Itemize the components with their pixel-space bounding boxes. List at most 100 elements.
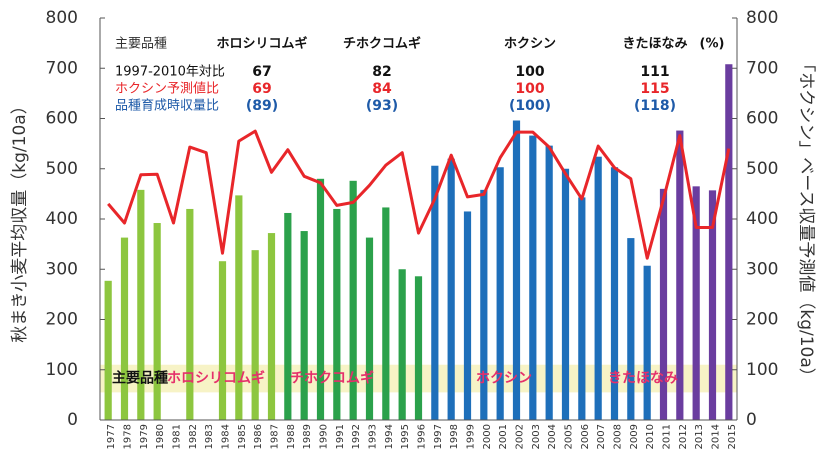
x-tick-label: 2012: [678, 424, 689, 449]
table-value: 82: [372, 64, 391, 80]
y2-tick-label: 700: [746, 58, 778, 78]
x-tick-label: 1977: [106, 424, 117, 449]
band-label: チホクコムギ: [290, 370, 374, 387]
bar: [676, 130, 684, 420]
bar: [153, 223, 161, 420]
table-header: (%): [700, 37, 725, 52]
bar: [643, 265, 651, 420]
bar: [316, 178, 325, 420]
bar: [104, 280, 112, 420]
y2-tick-label: 200: [746, 310, 778, 330]
table-value: 67: [252, 64, 271, 80]
bar: [447, 158, 455, 420]
y-tick-label: 200: [46, 310, 78, 330]
x-tick-label: 1990: [319, 424, 330, 449]
table-value: (89): [246, 98, 278, 114]
bar: [480, 189, 488, 420]
line: [107, 129, 731, 260]
band-label: きたほなみ: [608, 371, 678, 387]
bar: [659, 188, 668, 420]
x-tick-label: 2007: [596, 424, 607, 449]
y-tick-label: 0: [67, 410, 78, 430]
x-tick-label: 2015: [727, 424, 738, 449]
table-header-label: 主要品種: [115, 36, 167, 52]
x-tick-label: 1981: [172, 424, 183, 449]
bar: [365, 237, 374, 420]
bar: [529, 135, 537, 420]
bar: [414, 276, 423, 420]
bar: [545, 145, 553, 420]
y2-tick-label: 100: [746, 360, 778, 380]
bar: [137, 189, 145, 420]
x-tick-label: 1995: [400, 424, 411, 449]
bar: [463, 211, 472, 420]
x-tick-label: 2008: [613, 424, 624, 449]
x-tick-label: 1997: [433, 424, 444, 449]
x-tick-label: 1993: [368, 424, 379, 449]
bar: [627, 238, 635, 420]
y-tick-label: 300: [46, 259, 78, 279]
x-tick-label: 1988: [286, 424, 297, 449]
table-value: (93): [366, 98, 398, 114]
x-tick-label: 2000: [482, 424, 493, 449]
x-tick-label: 1989: [302, 424, 313, 449]
table-value: 84: [372, 81, 392, 97]
x-tick-label: 2010: [645, 424, 656, 449]
bar: [251, 250, 259, 420]
x-tick-label: 1999: [466, 424, 477, 449]
table-value: (118): [634, 98, 676, 114]
x-tick-label: 1986: [253, 424, 264, 449]
table-value: (100): [509, 98, 551, 114]
y2-tick-label: 600: [746, 109, 778, 129]
table-header: ホロシリコムギ: [216, 36, 307, 52]
bar: [512, 120, 521, 420]
band-label: ホロシリコムギ: [167, 370, 265, 387]
table-value: 111: [640, 64, 669, 80]
bar: [594, 156, 602, 420]
table-value: 69: [252, 81, 271, 97]
bar: [431, 165, 439, 420]
x-tick-label: 1984: [221, 424, 232, 449]
x-tick-label: 1998: [449, 424, 460, 449]
bar: [349, 180, 357, 420]
x-tick-label: 1979: [139, 424, 150, 449]
x-tick-label: 1992: [351, 424, 362, 449]
table-header: きたほなみ: [622, 37, 687, 52]
table-row-label: ホクシン予測値比: [115, 81, 219, 97]
x-tick-label: 1996: [417, 424, 428, 449]
bar: [186, 208, 194, 420]
x-tick-label: 2005: [564, 424, 575, 449]
table-header: チホクコムギ: [343, 36, 421, 52]
x-tick-label: 2003: [531, 424, 542, 449]
table-header: ホクシン: [504, 37, 556, 52]
band-label: 主要品種: [112, 370, 168, 387]
y2-axis-title: 「ホクシン」ベース収量予測値（kg/10a）: [796, 55, 816, 385]
table-value: 100: [515, 64, 544, 80]
x-tick-label: 2001: [498, 424, 509, 449]
y2-tick-label: 300: [746, 259, 778, 279]
x-tick-label: 1987: [270, 424, 281, 449]
bar: [120, 237, 129, 420]
bar: [284, 212, 292, 420]
y2-tick-label: 0: [746, 410, 757, 430]
x-tick-label: 1994: [384, 424, 395, 449]
y-tick-label: 800: [46, 8, 78, 28]
x-tick-label: 2014: [711, 424, 722, 449]
bar: [578, 197, 586, 420]
bar: [333, 208, 341, 420]
x-tick-label: 1978: [123, 424, 134, 449]
y-tick-label: 100: [46, 360, 78, 380]
bar: [267, 233, 276, 420]
band-label: ホクシン: [476, 371, 532, 387]
table-value: 100: [515, 81, 544, 97]
bar: [725, 64, 733, 420]
y-tick-label: 400: [46, 209, 78, 229]
bar: [496, 167, 504, 420]
x-tick-label: 1985: [237, 424, 248, 449]
x-tick-label: 1991: [335, 424, 346, 449]
bar: [218, 261, 227, 420]
x-tick-label: 2009: [629, 424, 640, 449]
bar: [235, 195, 243, 420]
bar: [708, 190, 717, 420]
